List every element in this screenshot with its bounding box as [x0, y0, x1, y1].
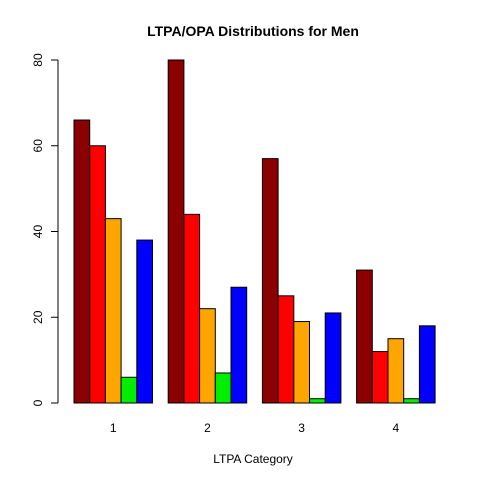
y-tick-label: 80 [31, 53, 45, 67]
x-axis-label: LTPA Category [213, 452, 293, 466]
chart-title: LTPA/OPA Distributions for Men [147, 23, 359, 39]
bar-3-4 [309, 398, 326, 404]
bar-3-5 [324, 312, 342, 404]
bar-4-5 [418, 325, 436, 404]
bar-2-4 [214, 372, 232, 404]
x-tick-label: 2 [204, 421, 211, 435]
bar-4-3 [387, 338, 405, 404]
bar-3-3 [293, 321, 310, 404]
y-tick-label: 20 [31, 310, 45, 324]
bar-1-3 [104, 218, 122, 404]
bar-4-1 [356, 269, 373, 404]
bar-1-2 [89, 145, 106, 404]
x-axis: 1 2 3 4 [110, 421, 400, 435]
bar-3-2 [277, 295, 295, 404]
bar-1-5 [136, 239, 154, 404]
y-tick-label: 0 [31, 399, 45, 406]
bar-3-1 [261, 158, 279, 404]
y-axis: 0 20 40 60 80 [31, 53, 59, 406]
y-tick-label: 40 [31, 225, 45, 239]
bar-1-1 [73, 119, 91, 404]
bars-group [73, 59, 436, 404]
bar-2-1 [167, 59, 185, 404]
bar-4-2 [371, 351, 389, 404]
bar-4-4 [403, 398, 420, 404]
bar-2-2 [183, 213, 201, 404]
x-tick-label: 4 [393, 421, 400, 435]
x-tick-label: 3 [298, 421, 305, 435]
bar-2-3 [199, 308, 216, 404]
x-tick-label: 1 [110, 421, 117, 435]
bar-1-4 [120, 376, 138, 404]
y-tick-label: 60 [31, 139, 45, 153]
bar-2-5 [230, 286, 248, 404]
